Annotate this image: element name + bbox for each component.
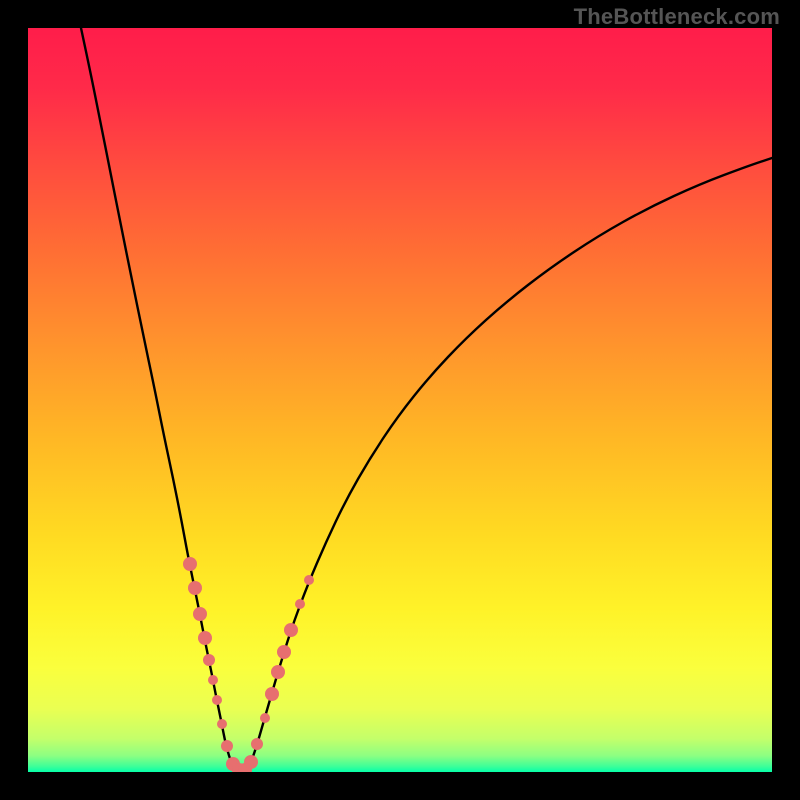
bead-marker: [217, 719, 227, 729]
plot-area: [28, 28, 772, 772]
bead-marker: [208, 675, 218, 685]
bead-marker: [251, 738, 263, 750]
bead-marker: [244, 755, 258, 769]
bead-marker: [277, 645, 291, 659]
watermark-text: TheBottleneck.com: [574, 4, 780, 30]
bead-marker: [212, 695, 222, 705]
bead-marker: [183, 557, 197, 571]
bead-marker: [284, 623, 298, 637]
bead-marker: [221, 740, 233, 752]
bead-marker: [203, 654, 215, 666]
bead-marker: [304, 575, 314, 585]
bead-marker: [198, 631, 212, 645]
bead-marker: [265, 687, 279, 701]
bead-marker: [193, 607, 207, 621]
plot-svg: [28, 28, 772, 772]
bead-marker: [271, 665, 285, 679]
bead-marker: [188, 581, 202, 595]
bead-marker: [295, 599, 305, 609]
gradient-background: [28, 28, 772, 772]
bead-marker: [260, 713, 270, 723]
